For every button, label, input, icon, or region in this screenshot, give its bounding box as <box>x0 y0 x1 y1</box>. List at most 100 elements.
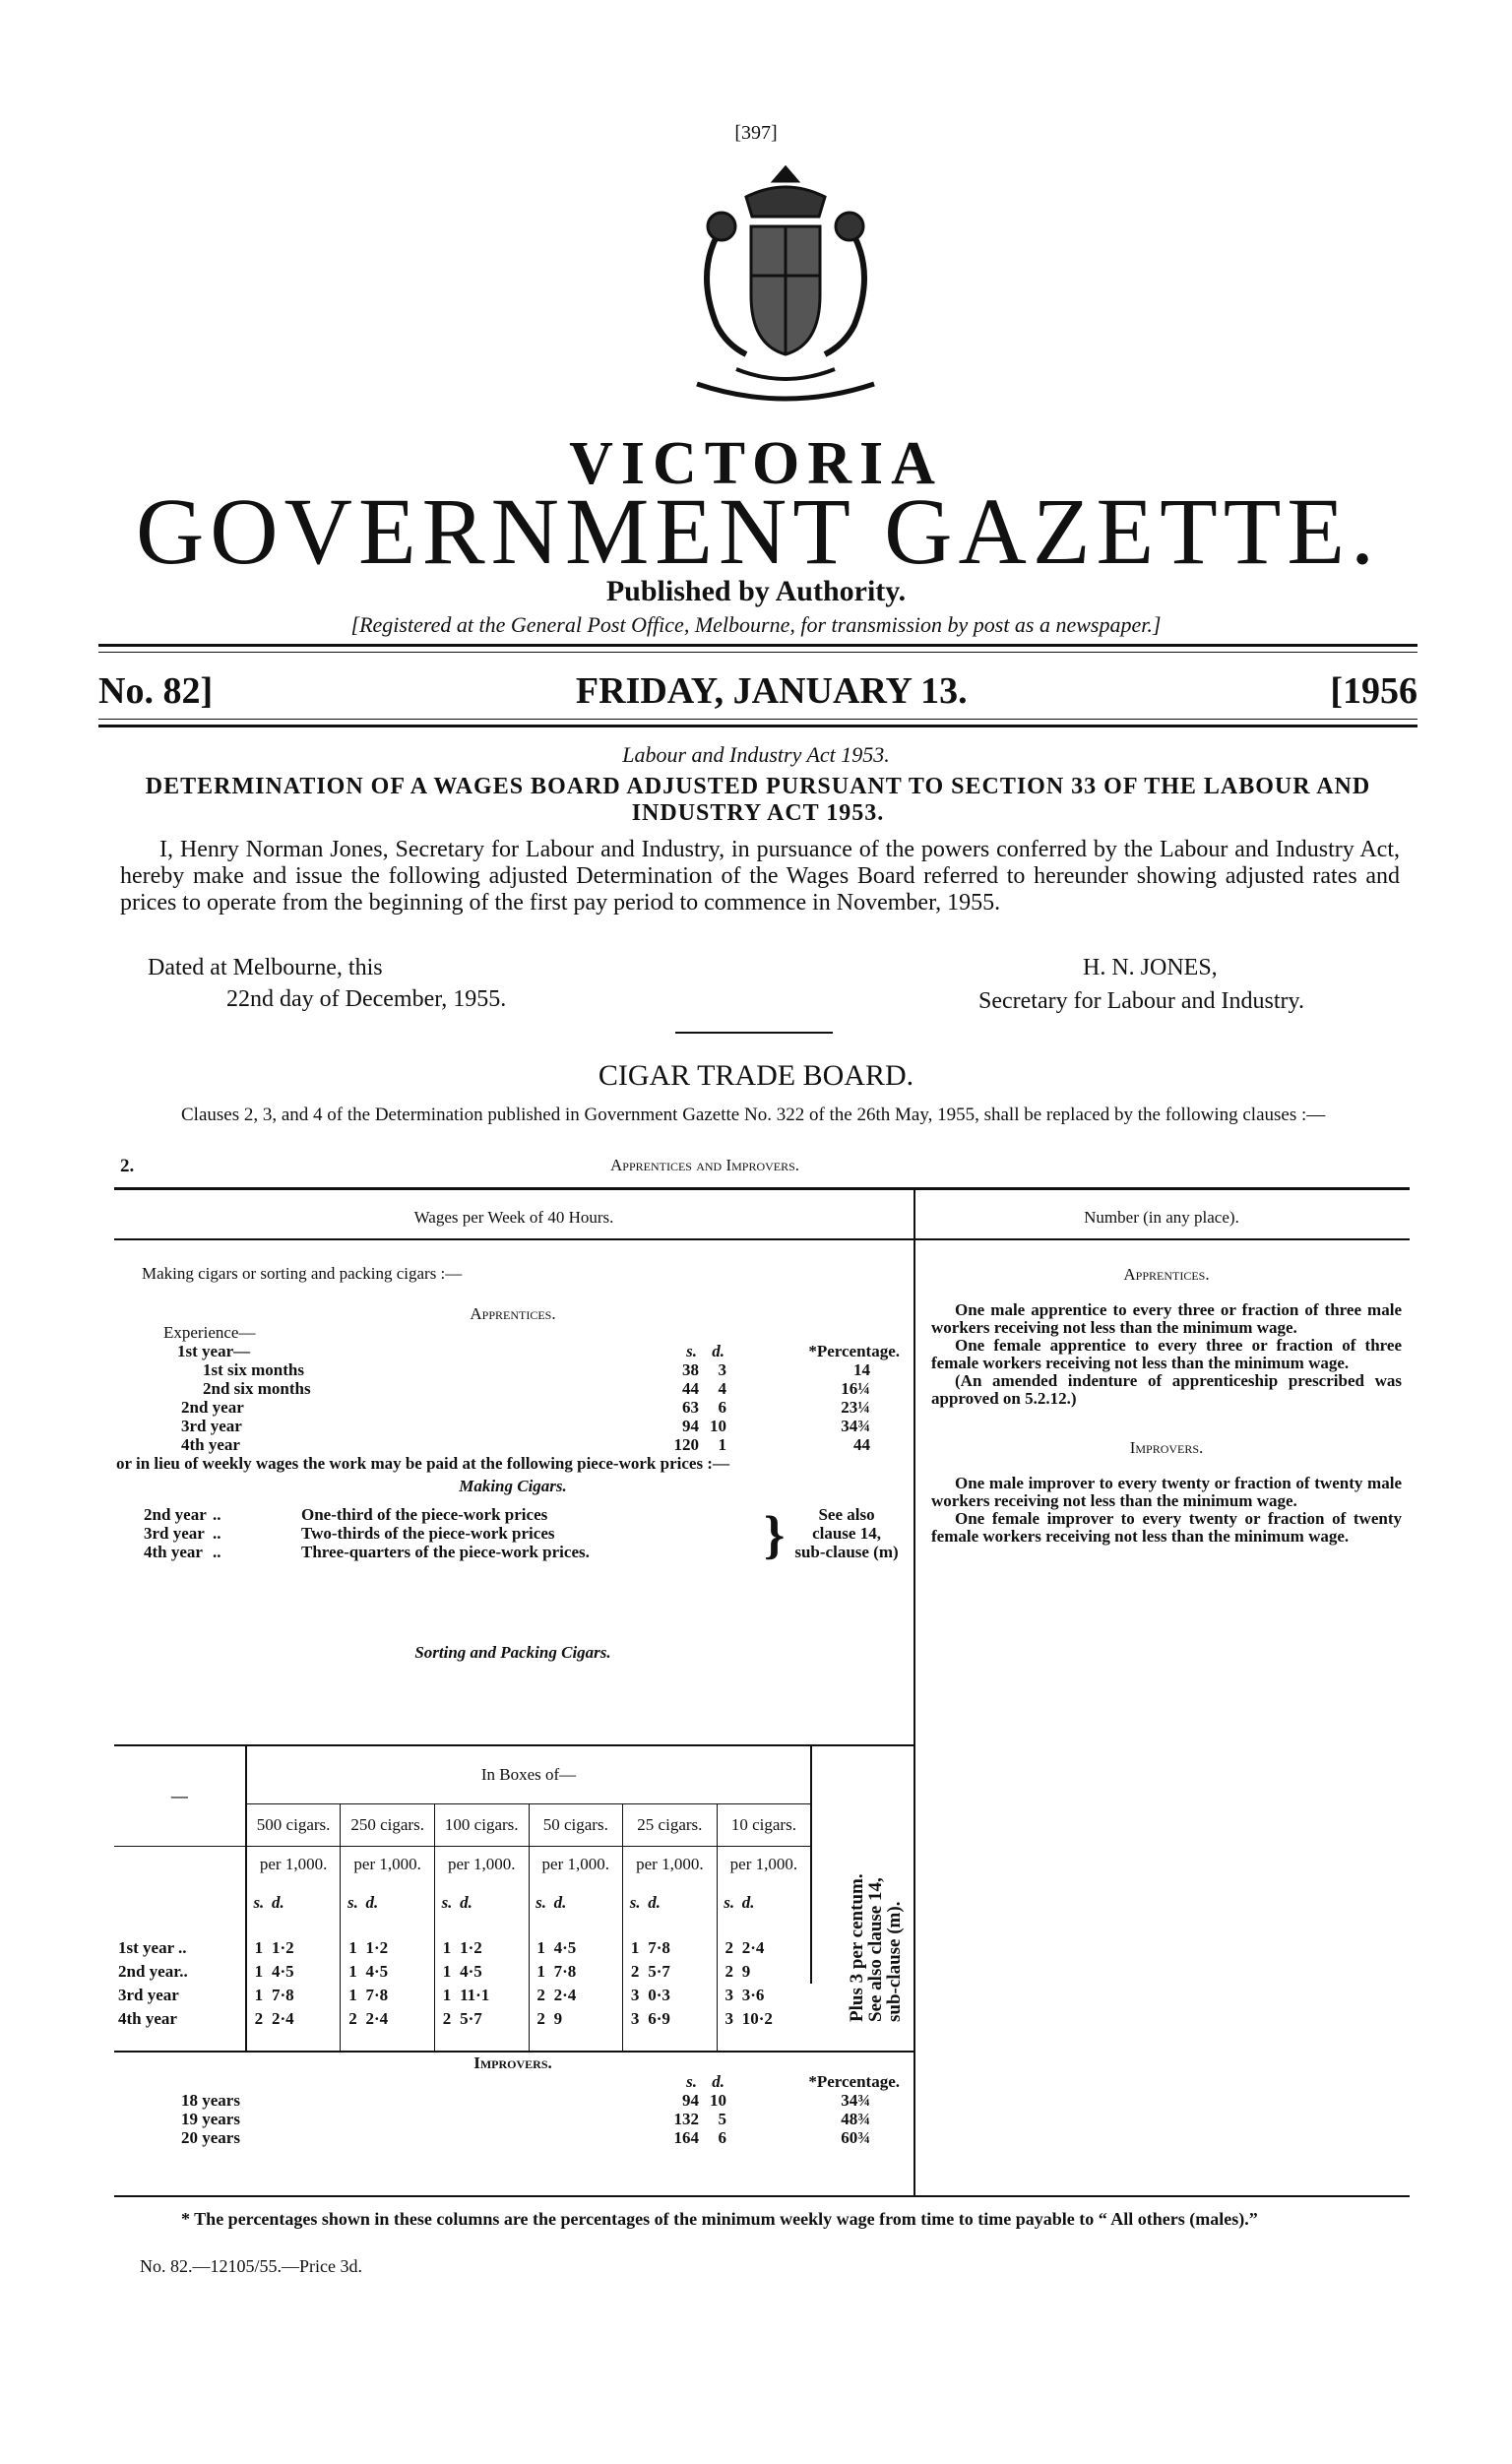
box-row: 4th year 2 2·4 2 2·4 2 5·7 2 9 3 6·9 3 10·2 <box>114 2007 914 2031</box>
shillings: 1 <box>348 1938 357 1957</box>
pence: 4·5 <box>553 1938 577 1957</box>
masthead-subtitle: Published by Authority. <box>605 575 907 607</box>
improver-row: 18 years 94 10 34¾ <box>116 2091 910 2110</box>
row-label: 3rd year <box>144 1524 205 1543</box>
box-note: Plus 3 per centum. See also clause 14, sub… <box>847 1873 906 2022</box>
board-title: CIGAR TRADE BOARD. <box>598 1059 914 1092</box>
per-label: per 1,000. <box>729 1855 798 1873</box>
pence: 2·4 <box>271 2009 294 2028</box>
pence: 11·1 <box>460 1986 490 2004</box>
row-label: 2nd year <box>144 1505 207 1524</box>
shillings: 2 <box>442 2009 452 2028</box>
shillings: 63 <box>682 1398 699 1417</box>
box-note-line: Plus 3 per centum. <box>847 1873 868 2022</box>
col-percentage: *Percentage. <box>808 1342 900 1360</box>
box-column-header: 100 cigars. <box>444 1815 519 1834</box>
pence: 7·8 <box>271 1986 294 2004</box>
apprentice-row: 2nd year 63 6 23¼ <box>116 1398 910 1417</box>
row-label: 1st six months <box>203 1360 304 1379</box>
act-title: Labour and Industry Act 1953. <box>622 742 890 767</box>
sorting-title: Sorting and Packing Cigars. <box>414 1643 611 1662</box>
number-rule: One female apprentice to every three or … <box>931 1336 1402 1372</box>
col-s: s. <box>347 1893 358 1912</box>
shillings: 1 <box>348 1986 357 2004</box>
masthead-victoria: VICTORIA <box>569 430 943 497</box>
making-note: clause 14, <box>812 1524 881 1543</box>
leader-dots: .. <box>213 1543 221 1561</box>
issue-number: No. 82] <box>98 670 214 712</box>
registration-note: [Registered at the General Post Office, … <box>350 612 1162 637</box>
dated-line-2: 22nd day of December, 1955. <box>226 986 507 1012</box>
dated-line-1: Dated at Melbourne, this <box>148 955 383 980</box>
pence: 2·4 <box>553 1986 577 2004</box>
boxes-header: In Boxes of— <box>480 1765 577 1784</box>
number-rule: (An amended indenture of apprenticeship … <box>931 1371 1402 1408</box>
pence: 1·2 <box>365 1938 389 1957</box>
making-row: 4th year.. Three-quarters of the piece-wo… <box>144 1543 764 1561</box>
percentage: 60¾ <box>841 2128 870 2147</box>
left-column-header: Wages per Week of 40 Hours. <box>413 1208 614 1227</box>
pence: 5 <box>718 2110 727 2128</box>
col-d: d. <box>648 1893 661 1912</box>
pence: 4·5 <box>271 1962 294 1981</box>
apprentice-row: 2nd six months 44 4 16¼ <box>116 1379 910 1398</box>
piecework-intro: or in lieu of weekly wages the work may … <box>116 1454 729 1473</box>
row-label: 4th year <box>181 1435 240 1454</box>
percentage: 16¼ <box>841 1379 870 1398</box>
shillings: 2 <box>536 2009 545 2028</box>
improvers-section: Improvers. s. d. *Percentage. 18 years 94… <box>116 2053 910 2147</box>
pence: 4 <box>718 1379 727 1398</box>
row-label: 2nd year.. <box>118 1962 188 1981</box>
percentage: 14 <box>853 1360 870 1379</box>
per-label: per 1,000. <box>259 1855 328 1873</box>
apprentice-row: 3rd year 94 10 34¾ <box>116 1417 910 1435</box>
pence: 1·2 <box>460 1938 482 1957</box>
pence: 1·2 <box>271 1938 294 1957</box>
box-row: 1st year .. 1 1·2 1 1·2 1 1·2 1 4·5 1 7·8 2 2·4 <box>114 1924 914 1960</box>
determination-heading: DETERMINATION OF A WAGES BOARD ADJUSTED … <box>145 774 1371 826</box>
shillings: 2 <box>724 1938 733 1957</box>
rate-text: Two-thirds of the piece-work prices <box>301 1524 555 1543</box>
percentage: 23¼ <box>841 1398 870 1417</box>
box-note-line: See also clause 14, <box>865 1877 887 2022</box>
col-s: s. <box>253 1893 265 1912</box>
row-label: 4th year <box>118 2009 177 2028</box>
dash: — <box>170 1786 188 1805</box>
shillings: 1 <box>348 1962 357 1981</box>
percentage: 44 <box>853 1435 870 1454</box>
percentage: 34¾ <box>841 2091 870 2110</box>
col-d: d. <box>271 1893 284 1912</box>
pence: 3 <box>718 1360 727 1379</box>
pence: 10 <box>710 1417 726 1435</box>
shillings: 1 <box>254 1986 264 2004</box>
shillings: 94 <box>682 1417 699 1435</box>
right-apprentices-title: Apprentices. <box>1123 1265 1210 1284</box>
row-label: 2nd six months <box>203 1379 311 1398</box>
row-label: 3rd year <box>181 1417 242 1435</box>
shillings: 3 <box>630 2009 640 2028</box>
shillings: 1 <box>536 1938 545 1957</box>
page-number: [397] <box>734 122 778 144</box>
col-s: s. <box>536 1893 546 1912</box>
shillings: 1 <box>442 1986 452 2004</box>
making-note: sub-clause (m) <box>794 1543 899 1561</box>
shillings: 2 <box>536 1986 545 2004</box>
sorting-table: — In Boxes of— Plus 3 per centum. See also … <box>114 1744 914 2053</box>
pence: 2·4 <box>365 2009 389 2028</box>
making-note: See also <box>818 1505 875 1524</box>
experience-label: Experience— <box>163 1323 256 1342</box>
signatory-title: Secretary for Labour and Industry. <box>978 988 1304 1014</box>
shillings: 1 <box>254 1962 264 1981</box>
shillings: 3 <box>724 2009 733 2028</box>
issue-year: [1956 <box>1330 670 1418 712</box>
right-column-header: Number (in any place). <box>1084 1208 1239 1227</box>
col-s: s. <box>724 1893 735 1912</box>
pence: 7·8 <box>648 1938 670 1957</box>
col-s: s. <box>686 2072 697 2091</box>
making-intro: Making cigars or sorting and packing cig… <box>142 1264 463 1283</box>
clause-number: 2. <box>120 1156 135 1176</box>
box-row: 2nd year.. 1 4·5 1 4·5 1 4·5 1 7·8 2 5·7 2 9 <box>114 1960 914 1984</box>
masthead-title: GOVERNMENT GAZETTE. <box>135 478 1381 584</box>
box-note-line: sub-clause (m). <box>884 1901 906 2022</box>
number-rule: One female improver to every twenty or f… <box>931 1509 1402 1546</box>
